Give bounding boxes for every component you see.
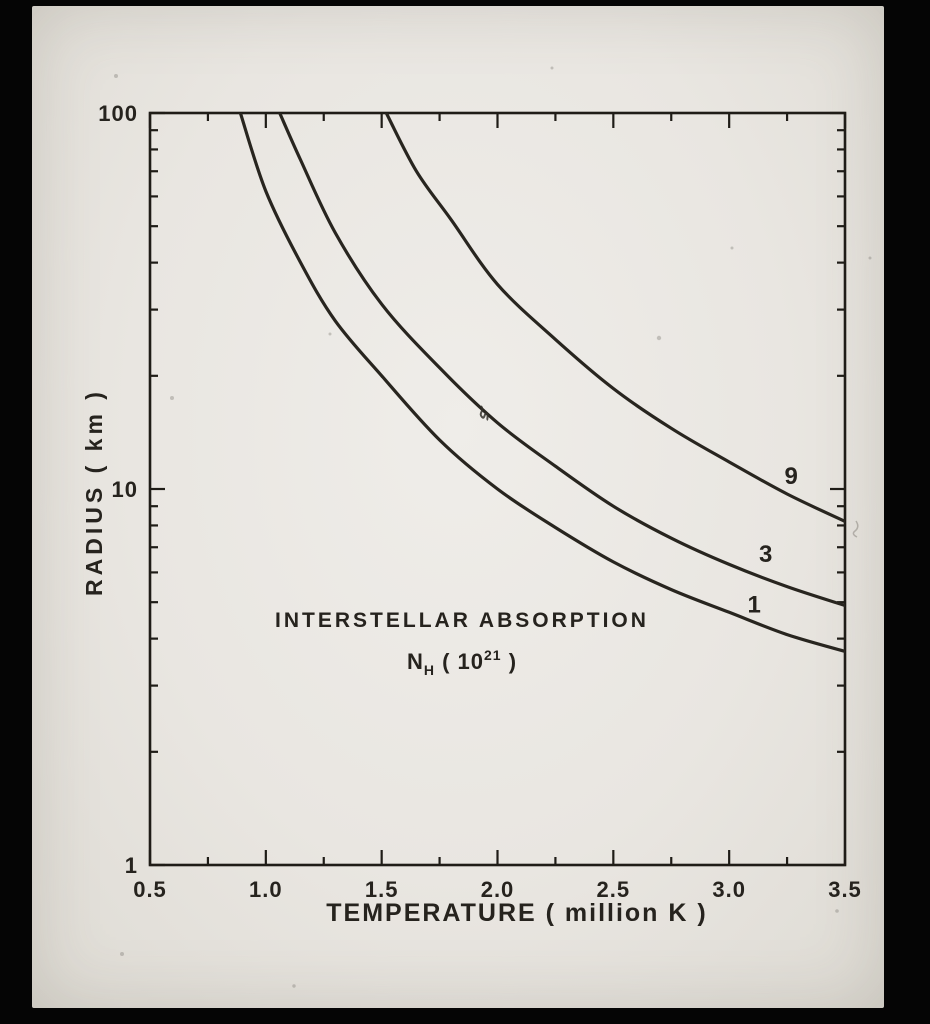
y-tick-label: 1 xyxy=(125,853,138,878)
scan-artifacts xyxy=(114,66,872,988)
chart-canvas: 0.5 1.0 1.5 2.0 2.5 3.0 3.5 1 10 100 9 3 1 xyxy=(98,66,872,988)
scan-smudge xyxy=(479,405,489,421)
formula-end: ) xyxy=(501,649,518,674)
x-tick-label: 3.5 xyxy=(828,877,862,902)
x-tick-label: 1.5 xyxy=(365,877,399,902)
curve-label-1: 1 xyxy=(747,591,761,618)
curve-label-3: 3 xyxy=(759,541,773,568)
y-axis-title: RADIUS ( km ) xyxy=(81,388,107,596)
scanned-slide: 0.5 1.0 1.5 2.0 2.5 3.0 3.5 1 10 100 9 3 1 RADIUS ( … xyxy=(32,6,884,1008)
y-tick-label: 10 xyxy=(112,477,138,502)
x-axis-title: TEMPERATURE ( million K ) xyxy=(326,899,708,927)
curve-nh-9 xyxy=(384,113,845,523)
x-tick-label: 0.5 xyxy=(133,877,167,902)
scan-smudge xyxy=(852,520,859,538)
x-tick-label: 1.0 xyxy=(249,877,283,902)
x-tick-label: 2.0 xyxy=(481,877,515,902)
curves xyxy=(238,113,845,653)
y-tick-label: 100 xyxy=(98,101,138,126)
plot-frame xyxy=(148,111,847,867)
curve-label-9: 9 xyxy=(785,463,799,490)
curve-nh-3 xyxy=(278,113,845,608)
formula-base: N xyxy=(406,649,424,674)
formula-subscript: H xyxy=(423,662,435,678)
annotation-formula: NH ( 1021 ) xyxy=(152,647,772,678)
formula-mid: ( 10 xyxy=(434,649,484,674)
annotation-title: INTERSTELLAR ABSORPTION xyxy=(275,609,649,632)
x-tick-label: 2.5 xyxy=(597,877,631,902)
curve-nh-1 xyxy=(238,113,845,653)
formula-superscript: 21 xyxy=(484,647,502,663)
x-tick-label: 3.0 xyxy=(712,877,746,902)
